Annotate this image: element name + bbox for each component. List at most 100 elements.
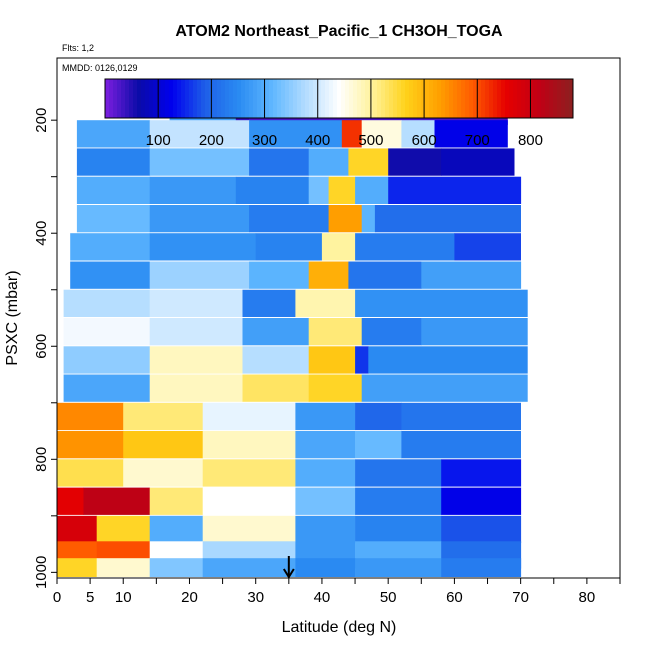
heatmap-cell-10-2 <box>242 374 310 402</box>
colorbar-swatch-72 <box>393 79 398 118</box>
heatmap-cell-5-4 <box>355 233 455 261</box>
colorbar-swatch-79 <box>421 79 426 118</box>
colorbar: 100 200 300 400 500 600 700 800 <box>104 78 574 149</box>
heatmap-cell-4-3 <box>328 205 363 233</box>
colorbar-swatch-2 <box>113 79 118 118</box>
heatmap-cell-12-1 <box>123 431 204 459</box>
heatmap-cell-12-2 <box>202 431 296 459</box>
colorbar-swatch-23 <box>197 79 202 118</box>
heatmap-cell-3-4 <box>328 176 356 204</box>
colorbar-swatch-115 <box>565 79 570 118</box>
colorbar-swatch-93 <box>477 79 482 118</box>
x-tick-label-20: 20 <box>181 589 198 606</box>
colorbar-swatch-41 <box>269 79 274 118</box>
colorbar-swatch-14 <box>161 79 166 118</box>
colorbar-label-400: 400 <box>305 132 330 149</box>
colorbar-swatch-113 <box>557 79 562 118</box>
colorbar-swatch-105 <box>525 79 530 118</box>
heatmap-cell-6-3 <box>308 261 349 289</box>
heatmap-cell-5-3 <box>321 233 356 261</box>
colorbar-swatch-57 <box>333 79 338 118</box>
heatmap-cell-11-2 <box>202 402 296 431</box>
colorbar-swatch-18 <box>177 79 182 118</box>
colorbar-swatch-29 <box>221 79 226 118</box>
colorbar-swatch-65 <box>365 79 370 118</box>
colorbar-swatch-16 <box>169 79 174 118</box>
colorbar-swatch-39 <box>261 79 266 118</box>
colorbar-swatch-82 <box>433 79 438 118</box>
colorbar-swatch-24 <box>201 79 206 118</box>
colorbar-swatch-3 <box>117 79 122 118</box>
heatmap-cell-5-2 <box>255 233 323 261</box>
heatmap-cell-1-4 <box>361 120 402 148</box>
colorbar-swatch-86 <box>449 79 454 118</box>
heatmap-cell-6-2 <box>249 261 310 289</box>
colorbar-swatch-91 <box>469 79 474 118</box>
heatmap-cell-5-1 <box>149 233 257 261</box>
colorbar-swatch-89 <box>461 79 466 118</box>
heatmap-cell-15-5 <box>355 515 442 544</box>
colorbar-swatch-19 <box>181 79 186 118</box>
colorbar-swatch-101 <box>509 79 514 118</box>
heatmap-cell-13-3 <box>295 459 356 487</box>
colorbar-swatch-43 <box>277 79 282 118</box>
colorbar-swatch-21 <box>189 79 194 118</box>
colorbar-label-600: 600 <box>412 132 437 149</box>
heatmap-cell-15-4 <box>295 515 356 544</box>
colorbar-swatch-11 <box>149 79 154 118</box>
colorbar-swatch-107 <box>533 79 538 118</box>
colorbar-swatch-30 <box>225 79 230 118</box>
y-tick-label-600: 600 <box>33 334 50 359</box>
heatmap-cell-17-0 <box>57 558 98 577</box>
heatmap-cell-1-1 <box>149 120 250 148</box>
colorbar-swatch-108 <box>537 79 542 118</box>
colorbar-swatch-76 <box>409 79 414 118</box>
heatmap-cell-4-5 <box>374 205 521 233</box>
heatmap-cell-5-5 <box>454 233 521 261</box>
colorbar-swatch-55 <box>325 79 330 118</box>
heatmap-cell-14-2 <box>149 487 204 515</box>
heatmap-cell-15-3 <box>202 515 296 544</box>
heatmap-cell-14-0 <box>57 487 84 515</box>
date-annotation: MMDD: 0126,0129 <box>62 63 138 73</box>
y-tick-label-800: 800 <box>33 447 50 472</box>
colorbar-swatch-104 <box>521 79 526 118</box>
x-tick-label-0: 0 <box>53 589 61 606</box>
colorbar-swatch-52 <box>313 79 318 118</box>
heatmap-cell-17-5 <box>355 558 442 577</box>
colorbar-swatch-85 <box>445 79 450 118</box>
heatmap-cell-17-2 <box>149 558 204 577</box>
heatmap-cell-11-5 <box>401 402 521 431</box>
heatmap-cell-14-1 <box>83 487 151 515</box>
heatmap-cell-3-2 <box>235 176 310 204</box>
heatmap-cell-6-0 <box>70 261 151 289</box>
heatmap-cell-11-3 <box>295 402 356 431</box>
heatmap-cell-6-5 <box>421 261 522 289</box>
x-tick-label-50: 50 <box>380 589 397 606</box>
colorbar-swatch-73 <box>397 79 402 118</box>
heatmap-cell-2-4 <box>348 148 389 176</box>
heatmap-cell-11-0 <box>57 402 124 431</box>
colorbar-swatch-60 <box>345 79 350 118</box>
colorbar-swatch-67 <box>373 79 378 118</box>
colorbar-label-300: 300 <box>252 132 277 149</box>
heatmap-cell-7-0 <box>63 289 151 317</box>
colorbar-swatch-53 <box>317 79 322 118</box>
colorbar-swatch-28 <box>217 79 222 118</box>
colorbar-swatch-44 <box>281 79 286 118</box>
heatmap-cell-11-1 <box>123 402 204 431</box>
colorbar-swatch-106 <box>529 79 534 118</box>
colorbar-swatch-97 <box>493 79 498 118</box>
heatmap-cell-6-4 <box>348 261 422 289</box>
colorbar-swatch-84 <box>441 79 446 118</box>
heatmap-cell-17-6 <box>441 558 522 577</box>
colorbar-label-800: 800 <box>518 132 543 149</box>
heatmap-cell-2-1 <box>149 148 250 176</box>
colorbar-swatch-4 <box>121 79 126 118</box>
heatmap-cell-6-1 <box>149 261 250 289</box>
heatmap-cell-17-1 <box>96 558 151 577</box>
colorbar-swatch-17 <box>173 79 178 118</box>
colorbar-swatch-95 <box>485 79 490 118</box>
heatmap-cell-8-1 <box>149 318 243 346</box>
